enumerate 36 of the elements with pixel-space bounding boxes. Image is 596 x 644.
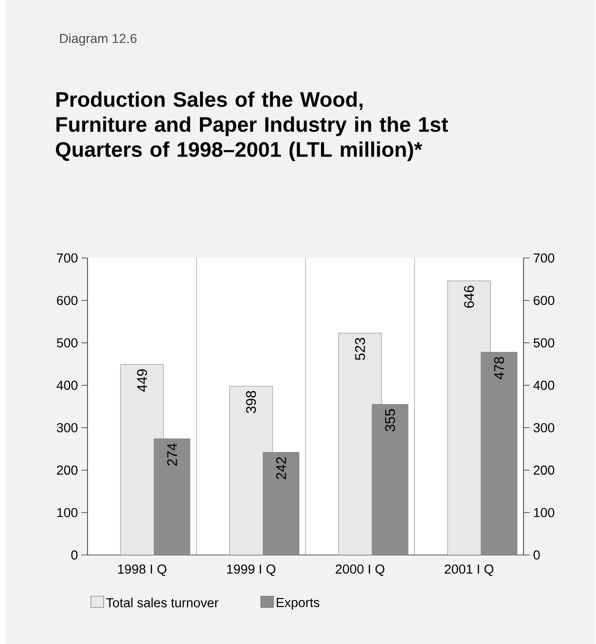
- x-tick-label: 1998 I Q: [118, 564, 167, 576]
- y-tick-label: 700: [57, 253, 78, 263]
- y-tick-label: 100: [58, 508, 78, 518]
- y-tick-label: 400: [56, 380, 78, 390]
- y2-tick-label: 700: [534, 253, 554, 263]
- y2-tick-label: 500: [534, 338, 554, 348]
- data-label: 274: [167, 443, 178, 466]
- text: Diagram 12.6: [60, 34, 137, 46]
- data-label: 398: [246, 390, 256, 414]
- y-tick-label: 500: [57, 338, 78, 348]
- y-tick-label: 300: [57, 423, 78, 432]
- x-tick-label: 2000 I Q: [336, 564, 385, 576]
- bar: [481, 352, 518, 555]
- bar: [154, 438, 190, 555]
- x-tick-label: 2001 I Q: [445, 564, 494, 576]
- legend-label: Exports: [277, 598, 320, 610]
- data-label: 523: [355, 338, 366, 360]
- legend-label: Total sales turnover: [106, 598, 219, 608]
- y2-tick-label: 600: [534, 296, 554, 306]
- bar: [263, 452, 300, 555]
- y-tick-label: 0: [72, 550, 78, 560]
- data-label: 355: [385, 409, 396, 432]
- y-tick-label: 200: [57, 466, 78, 475]
- y2-tick-label: 100: [534, 508, 554, 518]
- chart-title: Production Sales of the Wood, Furniture and Paper Industry in the 1st Quarters of 1998–2001 (LTL million)*: [56, 92, 448, 162]
- y-tick-label: 600: [57, 296, 78, 306]
- x-tick-label: 1999 I Q: [227, 564, 276, 576]
- data-label: 646: [464, 286, 474, 308]
- y2-tick-label: 200: [534, 466, 554, 475]
- y2-tick-label: 400: [534, 380, 554, 390]
- y2-tick-label: 300: [534, 423, 554, 432]
- y2-tick-label: 0: [534, 550, 540, 560]
- bar: [372, 404, 408, 555]
- data-label: 242: [276, 457, 286, 480]
- data-label: 478: [494, 357, 504, 380]
- data-label: 449: [137, 369, 148, 392]
